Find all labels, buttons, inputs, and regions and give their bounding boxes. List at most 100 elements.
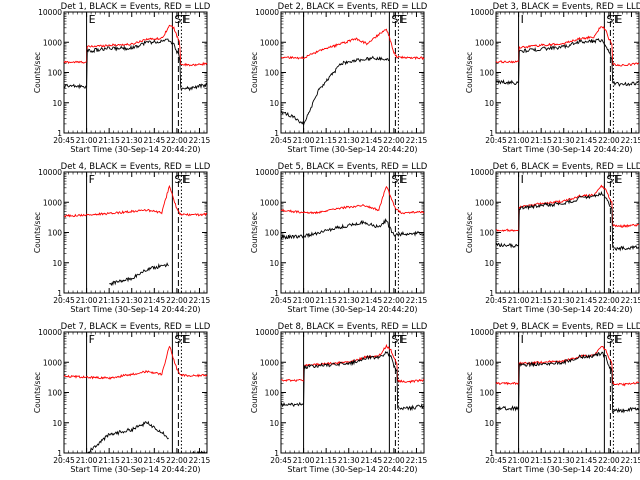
x-tick-label: 22:15 — [406, 136, 428, 145]
x-tick-label: 22:00 — [166, 456, 188, 465]
x-tick-label: 21:45 — [144, 296, 166, 305]
x-tick-label: 21:45 — [576, 456, 598, 465]
x-tick-label: 22:00 — [166, 136, 188, 145]
x-tick-label: 20:45 — [53, 296, 75, 305]
x-tick-label: 21:45 — [144, 456, 166, 465]
series-lld-line — [63, 24, 208, 67]
y-axis-label: Counts/sec — [465, 212, 474, 253]
y-tick-label: 100 — [265, 389, 280, 398]
x-tick-label: 21:00 — [508, 136, 530, 145]
y-tick-label: 1000 — [43, 198, 62, 207]
event-marker-label: T — [396, 333, 404, 346]
x-tick-label: 21:15 — [98, 136, 120, 145]
series-events-line — [495, 190, 640, 252]
x-tick-label: 21:30 — [553, 456, 575, 465]
y-tick-label: 10000 — [255, 168, 279, 177]
y-tick-label: 1 — [57, 129, 62, 138]
event-marker-label: S — [606, 173, 613, 186]
series-lld-line — [496, 184, 640, 233]
y-tick-label: 10000 — [38, 8, 62, 17]
panel-det-2: Det 2, BLACK = Events, RED = LLD 1 10 100 10… — [250, 2, 428, 154]
event-marker-label: E — [615, 173, 622, 186]
plot-frame — [280, 331, 425, 454]
y-tick-label: 10000 — [255, 328, 279, 337]
panel-det-4: Det 4, BLACK = Events, RED = LLD 1 10 100 10… — [33, 162, 211, 314]
y-tick-label: 1 — [274, 449, 279, 458]
event-marker-label: E — [89, 13, 96, 26]
event-marker-label: E — [400, 13, 407, 26]
x-tick-label: 22:15 — [621, 296, 640, 305]
x-axis-label: Start Time (30-Sep-14 20:44:20) — [502, 145, 632, 154]
x-tick-label: 22:00 — [598, 296, 620, 305]
x-tick-label: 20:45 — [485, 296, 507, 305]
x-tick-label: 21:00 — [293, 136, 315, 145]
series-events-line — [109, 262, 169, 287]
y-tick-label: 10 — [269, 99, 279, 108]
y-tick-label: 10 — [269, 419, 279, 428]
panel-det-7: Det 7, BLACK = Events, RED = LLD 1 10 100 10… — [33, 322, 211, 474]
x-tick-label: 20:45 — [270, 456, 292, 465]
y-tick-label: 10 — [52, 419, 62, 428]
series-lld-line — [63, 345, 208, 380]
x-tick-label: 21:15 — [530, 296, 552, 305]
y-tick-label: 1000 — [43, 358, 62, 367]
series-lld-line — [281, 343, 425, 384]
y-tick-label: 10000 — [470, 168, 494, 177]
x-tick-label: 22:15 — [189, 296, 211, 305]
event-marker-label: S — [174, 333, 181, 346]
event-marker-label: S — [606, 333, 613, 346]
event-marker-label: S — [391, 333, 398, 346]
y-tick-label: 100 — [48, 69, 63, 78]
plot-frame — [495, 171, 640, 294]
event-marker-label: S — [174, 173, 181, 186]
y-tick-label: 1 — [274, 129, 279, 138]
x-tick-label: 21:45 — [144, 136, 166, 145]
x-tick-label: 21:15 — [315, 136, 337, 145]
y-tick-label: 100 — [265, 69, 280, 78]
x-tick-label: 21:15 — [98, 456, 120, 465]
x-tick-label: 21:45 — [576, 136, 598, 145]
x-tick-label: 20:45 — [53, 456, 75, 465]
x-tick-label: 20:45 — [485, 456, 507, 465]
y-tick-label: 1000 — [43, 38, 62, 47]
event-marker-label: E — [400, 173, 407, 186]
y-axis-label: Counts/sec — [250, 212, 259, 253]
x-axis-label: Start Time (30-Sep-14 20:44:20) — [70, 305, 200, 314]
panel-det-5: Det 5, BLACK = Events, RED = LLD 1 10 100 10… — [250, 162, 428, 314]
series-lld-line — [280, 185, 425, 215]
event-marker-label: E — [615, 13, 622, 26]
x-tick-label: 22:15 — [406, 296, 428, 305]
event-marker-label: E — [400, 333, 407, 346]
panel-det-3: Det 3, BLACK = Events, RED = LLD 1 10 100 10… — [465, 2, 640, 154]
x-tick-label: 21:00 — [76, 296, 98, 305]
x-axis-label: Start Time (30-Sep-14 20:44:20) — [287, 305, 417, 314]
x-axis-label: Start Time (30-Sep-14 20:44:20) — [502, 305, 632, 314]
y-tick-label: 10 — [484, 99, 494, 108]
x-axis-label: Start Time (30-Sep-14 20:44:20) — [70, 145, 200, 154]
plot-frame — [495, 331, 640, 454]
x-tick-label: 21:00 — [293, 456, 315, 465]
plot-frame — [280, 11, 425, 134]
panel-title: Det 2, BLACK = Events, RED = LLD — [278, 2, 428, 12]
y-tick-label: 100 — [48, 229, 63, 238]
y-tick-label: 10000 — [470, 328, 494, 337]
x-tick-label: 20:45 — [53, 136, 75, 145]
event-marker-label: S — [391, 13, 398, 26]
x-axis-label: Start Time (30-Sep-14 20:44:20) — [287, 465, 417, 474]
series-lld-line — [280, 28, 425, 61]
y-axis-label: Counts/sec — [250, 52, 259, 93]
x-tick-label: 21:30 — [338, 136, 360, 145]
event-marker-label: T — [396, 13, 404, 26]
event-marker-label: E — [183, 333, 190, 346]
event-marker-label: E — [183, 13, 190, 26]
event-marker-label: E — [183, 173, 190, 186]
x-tick-label: 22:15 — [621, 456, 640, 465]
event-marker-label: S — [391, 173, 398, 186]
event-marker-label: T — [396, 173, 404, 186]
event-marker-label: F — [89, 173, 95, 186]
y-tick-label: 100 — [265, 229, 280, 238]
y-axis-label: Counts/sec — [250, 372, 259, 413]
panel-title: Det 1, BLACK = Events, RED = LLD — [61, 2, 211, 12]
y-tick-label: 10 — [484, 419, 494, 428]
